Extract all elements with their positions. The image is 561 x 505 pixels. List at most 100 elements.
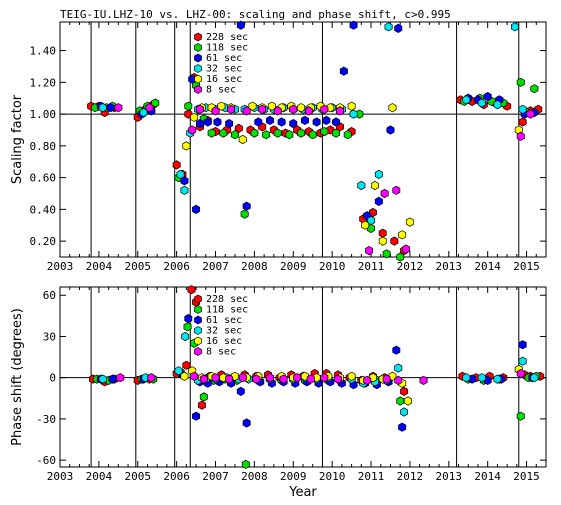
data-point-118-sec bbox=[320, 126, 329, 137]
data-point-61-sec bbox=[339, 66, 348, 76]
legend-marker-32-sec bbox=[194, 326, 202, 335]
data-point-8-sec bbox=[306, 374, 315, 384]
data-point-8-sec bbox=[116, 373, 125, 383]
data-point-16-sec bbox=[347, 371, 356, 381]
legend-marker-8-sec bbox=[194, 85, 202, 94]
y-tick-label: 30 bbox=[43, 330, 56, 343]
data-point-61-sec bbox=[349, 20, 358, 30]
data-point-16-sec bbox=[190, 112, 199, 122]
data-point-32-sec bbox=[518, 356, 527, 366]
data-point-61-sec bbox=[398, 422, 407, 432]
data-point-118-sec bbox=[285, 130, 294, 140]
x-tick-label: 2012 bbox=[397, 470, 424, 483]
data-point-32-sec bbox=[181, 331, 190, 342]
data-point-118-sec bbox=[262, 130, 271, 140]
data-point-16-sec bbox=[297, 103, 306, 113]
x-axis-label: Year bbox=[288, 485, 317, 500]
data-point-228-sec bbox=[187, 285, 196, 295]
data-point-8-sec bbox=[252, 374, 261, 384]
data-point-228-sec bbox=[184, 109, 193, 119]
data-point-118-sec bbox=[184, 101, 193, 111]
x-tick-label: 2012 bbox=[397, 260, 424, 273]
data-point-118-sec bbox=[308, 130, 317, 140]
y-tick-label: -30 bbox=[36, 413, 56, 426]
data-point-32-sec bbox=[530, 373, 539, 383]
x-tick-label: 2009 bbox=[280, 260, 307, 273]
x-tick-label: 2006 bbox=[163, 470, 190, 483]
data-point-61-sec bbox=[184, 313, 193, 324]
data-point-8-sec bbox=[402, 244, 411, 254]
data-point-61-sec bbox=[192, 411, 201, 421]
data-point-32-sec bbox=[98, 103, 107, 113]
y-axis-label: Phase shift (degrees) bbox=[10, 308, 25, 446]
data-point-16-sec bbox=[217, 101, 226, 111]
series-61-sec bbox=[96, 20, 539, 221]
data-point-8-sec bbox=[526, 109, 535, 119]
x-tick-label: 2014 bbox=[474, 260, 501, 273]
data-point-118-sec bbox=[151, 98, 160, 108]
data-point-16-sec bbox=[405, 217, 414, 227]
data-point-32-sec bbox=[98, 374, 107, 384]
plot-frame bbox=[59, 21, 547, 258]
data-point-8-sec bbox=[258, 104, 267, 114]
data-point-61-sec bbox=[300, 115, 309, 126]
data-point-8-sec bbox=[320, 373, 329, 383]
data-point-61-sec bbox=[322, 115, 331, 126]
x-tick-label: 2008 bbox=[241, 470, 268, 483]
data-point-16-sec bbox=[326, 103, 335, 113]
x-tick-label: 2003 bbox=[47, 470, 74, 483]
y-tick-label: 0.80 bbox=[30, 140, 57, 153]
data-point-16-sec bbox=[219, 373, 228, 383]
series-228-sec bbox=[89, 285, 545, 410]
data-point-118-sec bbox=[241, 459, 250, 469]
y-tick-label: 1.20 bbox=[30, 76, 57, 89]
data-point-61-sec bbox=[483, 91, 492, 102]
data-point-8-sec bbox=[211, 373, 220, 383]
data-point-8-sec bbox=[380, 188, 389, 199]
data-point-16-sec bbox=[378, 236, 387, 246]
x-tick-label: 2015 bbox=[513, 470, 540, 483]
series-16-sec bbox=[182, 101, 523, 246]
data-point-32-sec bbox=[400, 407, 409, 417]
data-point-32-sec bbox=[174, 366, 183, 376]
data-point-16-sec bbox=[238, 134, 247, 145]
data-point-61-sec bbox=[386, 125, 395, 135]
legend-label-16-sec: 16 sec bbox=[206, 74, 242, 85]
data-point-8-sec bbox=[227, 104, 236, 114]
data-point-61-sec bbox=[236, 386, 245, 397]
data-point-16-sec bbox=[398, 230, 407, 240]
data-point-61-sec bbox=[192, 204, 201, 215]
y-tick-label: 60 bbox=[43, 289, 56, 302]
x-tick-label: 2011 bbox=[358, 260, 385, 273]
data-point-8-sec bbox=[199, 374, 208, 384]
data-point-8-sec bbox=[363, 375, 372, 386]
y-tick-label: 0.40 bbox=[30, 203, 57, 216]
data-point-61-sec bbox=[242, 418, 251, 428]
data-point-118-sec bbox=[250, 128, 259, 138]
data-point-32-sec bbox=[367, 215, 376, 226]
data-point-8-sec bbox=[238, 373, 247, 383]
data-point-8-sec bbox=[334, 374, 342, 384]
data-point-118-sec bbox=[396, 396, 405, 406]
data-point-61-sec bbox=[195, 118, 204, 129]
data-point-8-sec bbox=[394, 375, 403, 386]
data-point-32-sec bbox=[477, 373, 486, 383]
x-tick-label: 2013 bbox=[436, 260, 463, 273]
x-tick-label: 2010 bbox=[319, 260, 346, 273]
legend-marker-118-sec bbox=[194, 43, 202, 52]
data-point-32-sec bbox=[394, 363, 403, 373]
data-point-8-sec bbox=[279, 374, 288, 384]
data-point-8-sec bbox=[293, 373, 302, 383]
data-point-8-sec bbox=[516, 131, 525, 141]
data-point-61-sec bbox=[108, 374, 117, 384]
data-point-118-sec bbox=[199, 392, 208, 402]
data-point-61-sec bbox=[392, 345, 401, 355]
data-point-8-sec bbox=[335, 106, 344, 116]
x-tick-label: 2005 bbox=[125, 470, 152, 483]
data-point-8-sec bbox=[273, 106, 282, 116]
data-point-118-sec bbox=[516, 77, 525, 87]
data-point-228-sec bbox=[378, 228, 387, 238]
data-point-118-sec bbox=[183, 322, 192, 332]
legend-marker-8-sec bbox=[194, 347, 202, 356]
data-point-61-sec bbox=[236, 20, 245, 30]
